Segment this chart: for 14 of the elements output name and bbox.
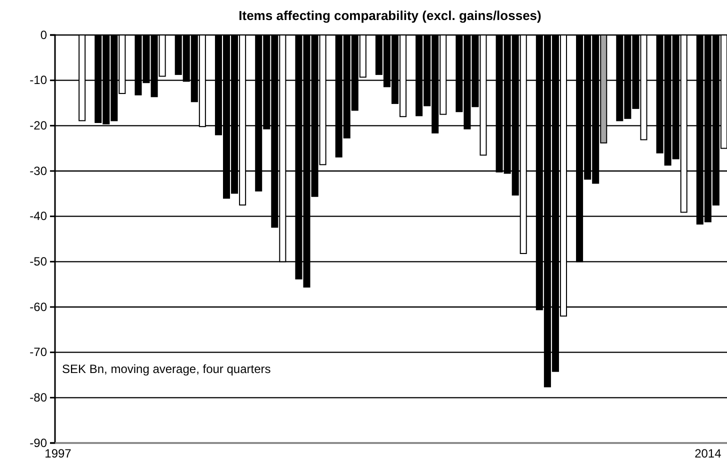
y-tick-label: -40 (30, 209, 48, 224)
y-tick-label: -10 (30, 73, 48, 88)
annotation: SEK Bn, moving average, four quarters (62, 362, 271, 376)
x-tick-label: 2014 (694, 446, 722, 461)
y-tick-label: -50 (30, 254, 48, 269)
y-tick-label: -90 (30, 436, 48, 450)
y-tick-label: 0 (40, 28, 48, 42)
y-tick-label: -70 (30, 345, 48, 360)
y-tick-label: -60 (30, 300, 48, 314)
y-tick-label: -30 (30, 164, 48, 178)
x-tick-label: 1997 (44, 446, 72, 461)
chart-title: Items affecting comparability (excl. gains/losses) (238, 8, 542, 23)
y-tick-label: -80 (30, 390, 48, 405)
y-tick-label: -20 (30, 118, 48, 133)
